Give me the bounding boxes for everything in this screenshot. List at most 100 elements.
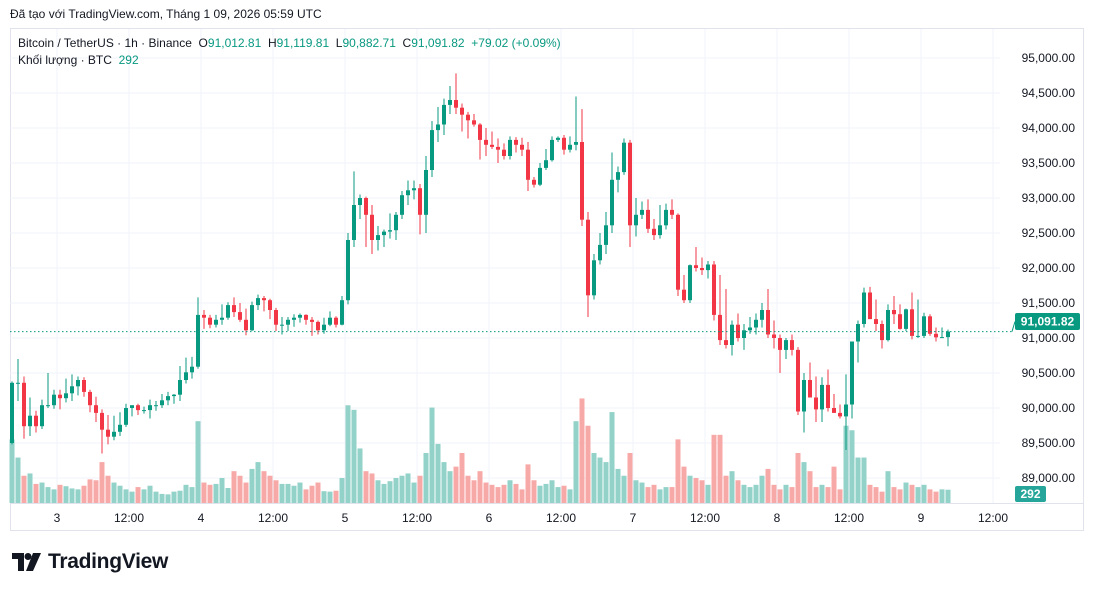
candle[interactable]	[112, 415, 116, 441]
candle[interactable]	[868, 286, 872, 320]
legend-symbol[interactable]: Bitcoin / TetherUS · 1h · Binance	[18, 36, 192, 50]
candle[interactable]	[592, 254, 596, 300]
candle[interactable]	[898, 304, 902, 330]
candle[interactable]	[142, 406, 146, 414]
candle[interactable]	[256, 294, 260, 310]
candle[interactable]	[298, 313, 302, 323]
candle[interactable]	[376, 226, 380, 251]
candle[interactable]	[202, 310, 206, 329]
candle[interactable]	[148, 399, 152, 419]
candle[interactable]	[802, 373, 806, 433]
candle[interactable]	[502, 143, 506, 160]
candle[interactable]	[682, 275, 686, 303]
candle[interactable]	[646, 199, 650, 233]
candle[interactable]	[532, 177, 536, 188]
candle[interactable]	[58, 389, 62, 410]
candle[interactable]	[736, 313, 740, 342]
candle[interactable]	[826, 369, 830, 412]
candle[interactable]	[712, 261, 716, 321]
candle[interactable]	[388, 213, 392, 239]
candle[interactable]	[442, 98, 446, 135]
candle[interactable]	[220, 304, 224, 325]
candle[interactable]	[652, 219, 656, 240]
candle[interactable]	[226, 302, 230, 320]
candle[interactable]	[172, 394, 176, 404]
candle[interactable]	[352, 171, 356, 247]
candle[interactable]	[472, 114, 476, 127]
candle[interactable]	[166, 391, 170, 406]
candle[interactable]	[340, 296, 344, 326]
candle[interactable]	[448, 86, 452, 114]
candle[interactable]	[880, 320, 884, 349]
candle[interactable]	[286, 317, 290, 331]
candle[interactable]	[400, 191, 404, 219]
candle[interactable]	[634, 198, 638, 237]
candle[interactable]	[586, 212, 590, 317]
candle[interactable]	[604, 212, 608, 254]
candle[interactable]	[190, 356, 194, 379]
candle[interactable]	[40, 399, 44, 429]
candle[interactable]	[430, 121, 434, 177]
candle[interactable]	[892, 296, 896, 324]
candle[interactable]	[694, 247, 698, 272]
candle[interactable]	[310, 317, 314, 336]
candle[interactable]	[688, 264, 692, 304]
candle[interactable]	[10, 381, 14, 445]
candle[interactable]	[766, 289, 770, 338]
candle[interactable]	[784, 338, 788, 359]
candle[interactable]	[730, 320, 734, 356]
candle[interactable]	[562, 135, 566, 155]
candle[interactable]	[544, 149, 548, 170]
candle[interactable]	[316, 320, 320, 335]
candle[interactable]	[46, 373, 50, 408]
candle[interactable]	[304, 314, 308, 325]
candle[interactable]	[250, 301, 254, 331]
price-axis[interactable]: 95,000.00 94,500.00 94,000.00 93,500.00 93,0…	[1022, 51, 1076, 485]
candle[interactable]	[100, 409, 104, 454]
candle[interactable]	[742, 324, 746, 350]
candle[interactable]	[658, 205, 662, 239]
candle[interactable]	[622, 138, 626, 175]
candle[interactable]	[832, 394, 836, 413]
candle[interactable]	[418, 184, 422, 235]
candle[interactable]	[268, 298, 272, 320]
candle[interactable]	[154, 401, 158, 411]
candle[interactable]	[274, 307, 278, 331]
candle[interactable]	[628, 139, 632, 247]
candle[interactable]	[574, 96, 578, 151]
candle[interactable]	[910, 292, 914, 340]
candle[interactable]	[28, 397, 32, 437]
candle[interactable]	[454, 73, 458, 114]
candle[interactable]	[244, 308, 248, 336]
candle[interactable]	[934, 327, 938, 342]
candle[interactable]	[538, 163, 542, 187]
candle[interactable]	[772, 320, 776, 349]
candle[interactable]	[16, 359, 20, 401]
candle[interactable]	[88, 389, 92, 413]
candle[interactable]	[664, 203, 668, 230]
candle[interactable]	[760, 303, 764, 328]
candle[interactable]	[214, 314, 218, 328]
candle[interactable]	[568, 136, 572, 153]
candle[interactable]	[748, 317, 752, 334]
candle[interactable]	[184, 357, 188, 384]
candle[interactable]	[436, 107, 440, 142]
candle[interactable]	[364, 196, 368, 247]
candle[interactable]	[490, 131, 494, 150]
candle[interactable]	[946, 329, 950, 347]
candle[interactable]	[196, 297, 200, 369]
candle[interactable]	[208, 314, 212, 329]
candle[interactable]	[814, 376, 818, 423]
candle[interactable]	[64, 378, 68, 403]
candle[interactable]	[706, 261, 710, 279]
candle[interactable]	[718, 275, 722, 345]
candle[interactable]	[580, 109, 584, 226]
candle[interactable]	[406, 180, 410, 206]
candle[interactable]	[856, 320, 860, 363]
candle[interactable]	[496, 138, 500, 164]
candle[interactable]	[136, 403, 140, 415]
candle[interactable]	[94, 396, 98, 422]
candle[interactable]	[70, 374, 74, 401]
candle[interactable]	[346, 233, 350, 305]
candle[interactable]	[778, 334, 782, 374]
